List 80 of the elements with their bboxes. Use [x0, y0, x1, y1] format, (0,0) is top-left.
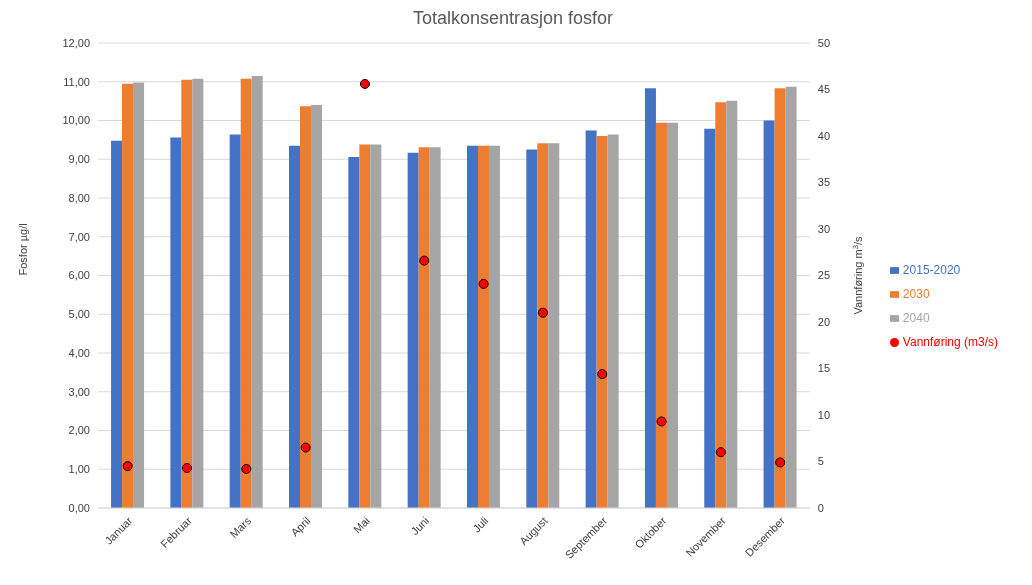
bar: [537, 143, 549, 508]
bar: [111, 140, 123, 508]
y-tick-label: 10,00: [62, 114, 90, 127]
bar: [585, 130, 597, 508]
y-tick-label: 6,00: [68, 269, 90, 282]
bar: [122, 83, 134, 508]
bar: [192, 78, 204, 508]
y-tick-label: 8,00: [68, 191, 90, 204]
bar: [133, 82, 145, 508]
y2-tick-label: 35: [817, 176, 831, 189]
point: [241, 463, 252, 474]
point: [419, 255, 430, 266]
bar: [229, 134, 241, 508]
bar: [774, 88, 786, 508]
point: [775, 457, 786, 468]
bar: [715, 102, 727, 508]
point: [300, 442, 311, 453]
y2-tick-label: 5: [817, 455, 824, 468]
bar: [300, 106, 312, 508]
bar: [488, 145, 500, 508]
bar: [240, 78, 252, 508]
bar: [289, 145, 301, 508]
bar: [407, 152, 419, 508]
point: [537, 307, 548, 318]
point: [656, 416, 667, 427]
y-tick-label: 11,00: [63, 75, 90, 88]
legend-label: Vannføring (m3/s): [902, 334, 998, 349]
bar: [763, 120, 775, 508]
y2-tick-label: 10: [817, 408, 831, 421]
y-tick-label: 12,00: [62, 36, 90, 49]
y-tick-label: 9,00: [68, 153, 90, 166]
x-tick-label: Mai: [350, 514, 372, 536]
y-tick-label: 4,00: [68, 346, 90, 359]
point: [715, 447, 726, 458]
bar: [251, 75, 263, 508]
bar: [370, 144, 382, 508]
chart-title: Totalkonsentrasjon fosfor: [411, 8, 615, 29]
legend-label: 2040: [902, 310, 930, 325]
y-axis-title: Fosfor µg/l: [16, 223, 29, 276]
bar: [181, 79, 193, 508]
y-tick-label: 7,00: [68, 230, 90, 243]
bar: [418, 147, 430, 508]
y2-tick-label: 20: [817, 315, 831, 328]
bar: [170, 137, 182, 508]
y-tick-label: 5,00: [68, 308, 90, 321]
y2-tick-label: 45: [817, 83, 831, 96]
y2-tick-label: 15: [817, 362, 831, 375]
bar: [666, 122, 678, 508]
y2-tick-label: 25: [817, 269, 831, 282]
bar: [607, 134, 619, 508]
bar: [429, 147, 441, 508]
x-tick-label: Juli: [470, 514, 491, 535]
bar: [548, 143, 560, 508]
point: [181, 463, 192, 474]
bar: [644, 88, 656, 508]
legend-label: 2030: [902, 286, 930, 301]
point: [478, 278, 489, 289]
bar: [704, 128, 716, 508]
point: [122, 461, 133, 472]
y-tick-label: 2,00: [68, 424, 90, 437]
bar: [785, 86, 797, 508]
bar: [526, 149, 538, 508]
y-tick-label: 1,00: [68, 463, 90, 476]
y2-tick-label: 40: [817, 129, 831, 142]
point: [359, 78, 370, 89]
bar: [311, 105, 323, 508]
y2-tick-label: 30: [817, 222, 831, 235]
y2-tick-label: 50: [817, 36, 831, 49]
y-tick-label: 3,00: [68, 385, 90, 398]
bar: [596, 136, 608, 508]
bar: [359, 144, 371, 508]
bar: [477, 145, 489, 508]
bar: [466, 145, 478, 508]
y-tick-label: 0,00: [68, 501, 90, 514]
point: [597, 369, 608, 380]
bar: [655, 122, 667, 508]
bar: [348, 156, 360, 508]
bar: [726, 100, 738, 508]
legend-label: 2015-2020: [902, 262, 961, 277]
y2-tick-label: 0: [817, 501, 824, 514]
